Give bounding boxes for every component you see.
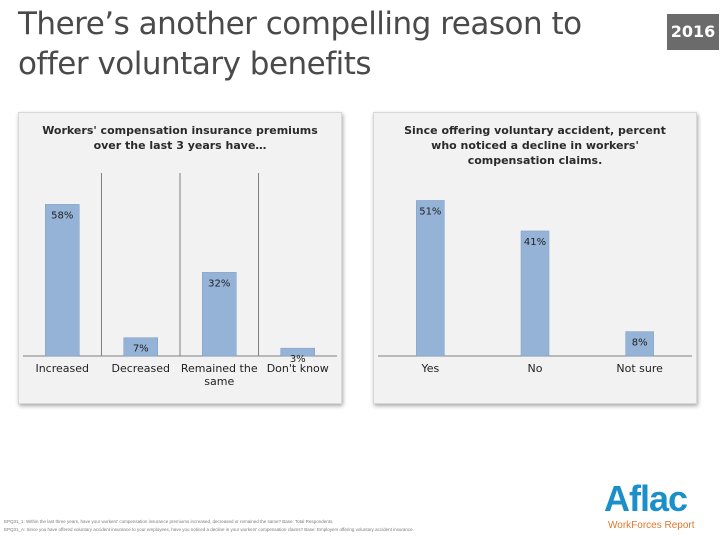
bar <box>625 331 654 357</box>
data-label: 41% <box>524 237 546 248</box>
logo-subtitle: WorkForces Report <box>608 520 695 531</box>
page-title: There’s another compelling reason to off… <box>18 6 582 82</box>
data-label: 7% <box>133 344 149 355</box>
claims-chart-panel: Since offering voluntary accident, perce… <box>373 112 697 404</box>
category-label: Not sure <box>616 362 663 375</box>
bar <box>416 200 445 357</box>
logo-wordmark: Aflac <box>604 478 688 519</box>
bar <box>280 347 315 357</box>
premiums-chart-panel: Workers' compensation insurance premiums… <box>18 112 342 404</box>
year-badge: 2016 <box>667 14 719 50</box>
data-label: 32% <box>208 278 230 289</box>
footnote-1: EPQ31_1: Within the last three years, ha… <box>4 519 334 524</box>
data-label: 8% <box>632 338 648 349</box>
category-label: Decreased <box>111 362 170 375</box>
category-label: Increased <box>35 362 89 375</box>
premiums-chart-title: Workers' compensation insurance premiums… <box>42 124 318 152</box>
aflac-logo: Aflac WorkForces Report <box>598 478 716 536</box>
claims-chart: 51% Yes 41% No 8% Not sure <box>378 200 692 375</box>
category-label: same <box>204 375 234 388</box>
footnote-2: EPQ31_A: Since you have offered voluntar… <box>4 527 414 532</box>
category-label: Remained the <box>181 362 258 375</box>
data-label: 3% <box>290 354 306 365</box>
footnotes: EPQ31_1: Within the last three years, ha… <box>4 518 564 534</box>
data-label: 58% <box>51 210 73 221</box>
bar <box>520 230 550 357</box>
category-label: No <box>528 362 543 375</box>
premiums-chart: 58% Increased 7% Decreased 32% Remained thesa… <box>23 173 337 388</box>
claims-chart-title: Since offering voluntary accident, perce… <box>404 124 666 167</box>
data-label: 51% <box>419 206 441 217</box>
bar <box>202 272 237 357</box>
category-label: Don't know <box>267 362 329 375</box>
bar <box>45 204 80 357</box>
category-label: Yes <box>420 362 439 375</box>
bar <box>123 337 158 357</box>
